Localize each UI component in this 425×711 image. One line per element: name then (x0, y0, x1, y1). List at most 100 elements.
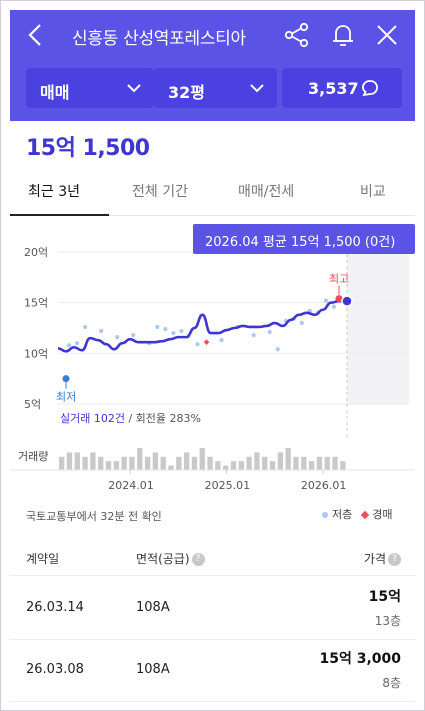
scatter-point (195, 342, 200, 347)
data-source: 국토교통부에서 32분 전 확인 (26, 510, 162, 523)
col-date: 계약일 (26, 552, 60, 566)
high-label: 최고 (329, 273, 349, 286)
trade-count: 실거래 102건 (60, 412, 125, 425)
table-row[interactable]: 26.03.14 108A 15억 13층 (10, 578, 415, 640)
y-tick-label: 10억 (24, 347, 48, 360)
trade-stats: 실거래 102건 / 회전율 283% (60, 410, 201, 426)
active-tab-indicator (10, 214, 109, 216)
price-line (57, 299, 347, 353)
turnover-rate: / 회전율 283% (124, 412, 201, 425)
tooltip-text: 2026.04 평균 15억 1,500 (0건) (205, 235, 396, 250)
chevron-down-icon (127, 84, 141, 93)
y-tick-label: 20억 (24, 246, 48, 259)
scatter-point (99, 328, 104, 334)
row-price: 15억 (368, 589, 401, 605)
col-area: 면적(공급)? (136, 550, 205, 567)
scatter-point (115, 335, 120, 340)
volume-bar (230, 461, 237, 470)
row-area: 108A (136, 662, 170, 677)
share-icon[interactable] (284, 22, 310, 48)
volume-bar (66, 452, 73, 470)
bell-icon[interactable] (330, 22, 356, 48)
x-tick-label: 2024.01 (108, 479, 154, 492)
volume-bar (332, 456, 338, 470)
table-header: 계약일 면적(공급)? 가격? (10, 540, 415, 576)
volume-bar (137, 448, 143, 470)
header: 신흥동 산성역포레스티아 매매 32평 3,537 (10, 10, 415, 121)
y-tick-label: 5억 (24, 398, 41, 411)
trade-type-label: 매매 (40, 83, 70, 102)
help-icon[interactable]: ? (191, 553, 205, 566)
volume-bar (152, 452, 159, 470)
page-title: 신흥동 산성역포레스티아 (72, 29, 246, 49)
volume-bar (199, 448, 205, 470)
col-price: 가격? (364, 550, 401, 567)
row-floor: 13층 (374, 614, 401, 628)
row-area: 108A (136, 600, 170, 615)
volume-bar (144, 456, 151, 470)
table-row[interactable]: 26.03.08 108A 15억 3,000 8층 (10, 640, 415, 702)
volume-bar (262, 456, 268, 470)
volume-bar (82, 456, 88, 470)
chart-legend: 저층 경매 (322, 506, 393, 522)
help-icon[interactable]: ? (388, 553, 401, 566)
volume-bar (340, 461, 346, 470)
volume-bar (324, 456, 330, 470)
period-tabs: 최근 3년 전체 기간 매매/전세 비교 (10, 168, 415, 216)
top-bar: 신흥동 산성역포레스티아 (10, 10, 415, 60)
chevron-down-icon (250, 84, 264, 93)
row-price: 15억 3,000 (319, 651, 401, 667)
close-icon[interactable] (374, 22, 400, 48)
listings-button[interactable]: 3,537 (282, 68, 402, 108)
low-floor-dot-icon (322, 512, 328, 518)
high-point (335, 295, 343, 303)
volume-bar (308, 461, 315, 470)
scatter-point (331, 304, 337, 309)
volume-bar (207, 456, 213, 470)
volume-bar (293, 456, 299, 470)
chat-bubble-icon (362, 80, 378, 97)
volume-bar (316, 456, 323, 470)
row-floor: 8층 (382, 676, 401, 690)
trade-type-select[interactable]: 매매 (26, 68, 154, 108)
size-label: 32평 (168, 83, 205, 102)
scatter-point (179, 328, 184, 334)
scatter-point (323, 298, 329, 303)
legend-low-floor: 저층 (332, 508, 353, 521)
x-tick-label: 2026.01 (301, 479, 347, 492)
volume-bar (285, 448, 291, 470)
volume-bar (59, 456, 65, 470)
size-select[interactable]: 32평 (154, 68, 277, 108)
scatter-point (155, 324, 160, 330)
future-area (347, 252, 409, 404)
col-price-label: 가격 (363, 552, 386, 566)
volume-bar (223, 465, 229, 470)
volume-bar (191, 456, 198, 470)
back-arrow-icon[interactable] (24, 22, 48, 48)
tab-compare[interactable]: 비교 (360, 184, 386, 200)
scatter-point (163, 326, 168, 332)
volume-bar (254, 452, 260, 470)
volume-bar (98, 456, 104, 470)
average-price: 15억 1,500 (26, 136, 150, 161)
volume-bar (121, 456, 127, 470)
volume-bar (301, 456, 307, 470)
scatter-point (82, 324, 88, 330)
volume-bar (105, 461, 112, 470)
tab-recent-3y[interactable]: 최근 3년 (28, 184, 80, 200)
scatter-point (219, 338, 224, 343)
volume-bar (168, 465, 174, 470)
low-label: 최저 (56, 391, 76, 404)
volume-bar (129, 456, 135, 470)
auction-point (203, 339, 210, 346)
filter-bar: 매매 32평 3,537 (10, 68, 415, 110)
volume-bar (183, 452, 190, 470)
volume-bar (113, 461, 119, 470)
scatter-point (131, 332, 136, 338)
tab-all-period[interactable]: 전체 기간 (132, 184, 188, 200)
tab-sale-jeonse[interactable]: 매매/전세 (238, 184, 295, 200)
volume-bar (160, 456, 166, 470)
chart-tooltip: 2026.04 평균 15억 1,500 (0건) (193, 224, 415, 254)
scatter-point (251, 332, 256, 338)
